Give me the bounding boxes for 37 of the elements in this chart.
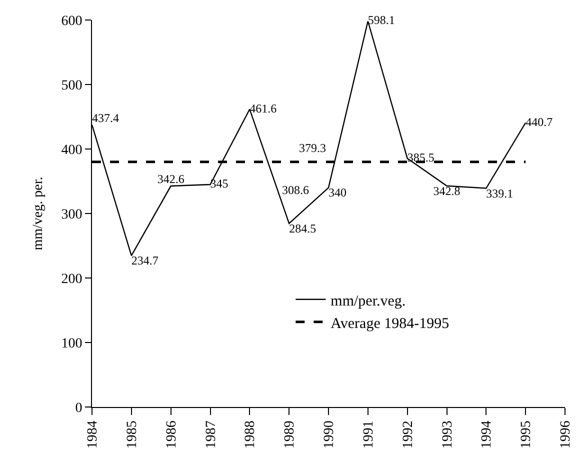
x-tick-label: 1990 [322,420,338,449]
x-tick-label: 1989 [282,420,298,449]
x-tick-label: 1986 [164,420,180,449]
y-tick-label: 200 [61,272,82,287]
data-label: 385.5 [407,150,434,164]
y-tick-label: 100 [61,336,82,352]
x-tick-label: 1994 [480,420,495,449]
data-label: 339.1 [486,186,514,200]
data-label: 440.7 [526,114,553,129]
y-tick-label: 600 [61,14,82,29]
data-label: 234.7 [131,254,158,268]
x-tick-label: 1993 [440,420,456,449]
legend-label: mm/per.veg. [330,293,406,310]
annotation: 308.6 [282,183,309,197]
data-label: 437.4 [92,110,119,125]
legend-label: Average 1984-1995 [330,316,450,332]
y-tick-label: 0 [75,400,82,416]
data-label: 340 [328,186,346,200]
x-tick-label: 1988 [243,420,258,449]
y-tick-label: 500 [61,78,82,94]
data-label: 342.6 [157,172,184,186]
annotation: 379.3 [299,141,326,155]
x-tick-label: 1991 [361,420,376,449]
y-axis-title: mm/veg. per. [30,176,46,250]
data-label: 598.1 [368,13,395,28]
data-label: 461.6 [250,101,277,116]
data-label: 345 [210,176,228,190]
y-tick-label: 400 [61,142,82,158]
x-tick-label: 1987 [204,420,219,449]
x-tick-label: 1985 [124,420,140,449]
y-tick-label: 300 [61,207,82,222]
x-tick-label: 1984 [86,420,101,449]
x-tick-label: 1996 [558,420,574,449]
data-label: 284.5 [289,222,316,236]
x-tick-label: 1995 [519,420,534,449]
x-tick-label: 1992 [400,420,416,449]
data-label: 342.8 [433,184,460,198]
